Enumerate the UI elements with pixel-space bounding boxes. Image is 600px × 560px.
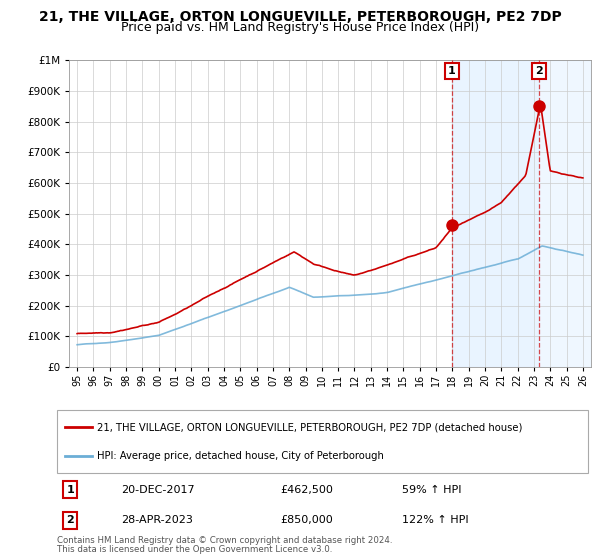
Text: This data is licensed under the Open Government Licence v3.0.: This data is licensed under the Open Gov… — [57, 545, 332, 554]
Text: 21, THE VILLAGE, ORTON LONGUEVILLE, PETERBOROUGH, PE2 7DP (detached house): 21, THE VILLAGE, ORTON LONGUEVILLE, PETE… — [97, 422, 522, 432]
Text: £850,000: £850,000 — [280, 515, 333, 525]
Text: 1: 1 — [448, 66, 456, 76]
Text: £462,500: £462,500 — [280, 484, 333, 494]
Text: 21, THE VILLAGE, ORTON LONGUEVILLE, PETERBOROUGH, PE2 7DP: 21, THE VILLAGE, ORTON LONGUEVILLE, PETE… — [38, 10, 562, 24]
Text: Price paid vs. HM Land Registry's House Price Index (HPI): Price paid vs. HM Land Registry's House … — [121, 21, 479, 34]
Bar — [452, 60, 591, 367]
Text: 2: 2 — [67, 515, 74, 525]
Text: Contains HM Land Registry data © Crown copyright and database right 2024.: Contains HM Land Registry data © Crown c… — [57, 536, 392, 545]
Text: 59% ↑ HPI: 59% ↑ HPI — [402, 484, 461, 494]
Bar — [452, 60, 539, 367]
FancyBboxPatch shape — [57, 410, 588, 473]
Text: HPI: Average price, detached house, City of Peterborough: HPI: Average price, detached house, City… — [97, 451, 384, 461]
Text: 28-APR-2023: 28-APR-2023 — [121, 515, 193, 525]
Text: 1: 1 — [67, 484, 74, 494]
Text: 122% ↑ HPI: 122% ↑ HPI — [402, 515, 469, 525]
Text: 20-DEC-2017: 20-DEC-2017 — [121, 484, 194, 494]
Text: 2: 2 — [535, 66, 543, 76]
